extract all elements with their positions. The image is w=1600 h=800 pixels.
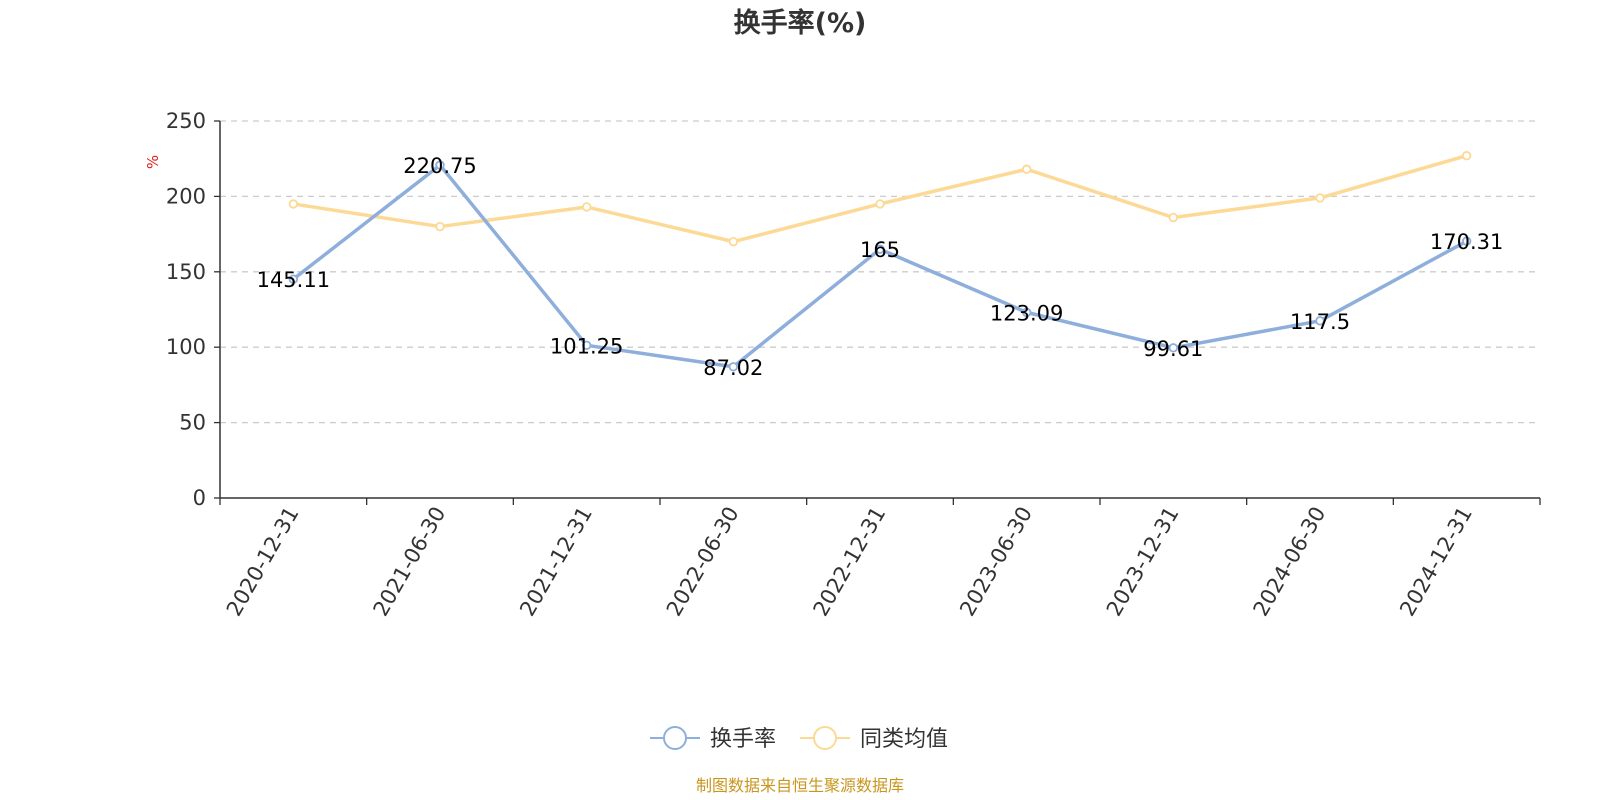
legend-marker	[663, 726, 687, 750]
data-point	[435, 221, 445, 232]
data-point	[1021, 307, 1032, 318]
legend[interactable]: 换手率 同类均值	[650, 726, 948, 752]
data-point	[1461, 236, 1472, 246]
data-point	[728, 362, 739, 372]
x-tick-label: 2024-12-31	[1395, 503, 1477, 621]
x-tick-label: 2022-12-31	[809, 503, 891, 621]
data-label: 165	[860, 238, 900, 262]
data-label: 87.02	[703, 356, 763, 380]
data-point	[581, 340, 592, 351]
chart-title: 换手率(%)	[734, 7, 867, 39]
axes: 0 50 100 150 200 250 2020-12-31 2021-06-30 2021-…	[166, 109, 1541, 621]
data-point	[1021, 164, 1032, 174]
data-label: 220.75	[403, 154, 476, 178]
data-point	[875, 199, 885, 209]
data-point	[1168, 212, 1179, 223]
series-同类均值	[288, 150, 1472, 247]
data-label: 145.11	[257, 268, 330, 292]
x-tick-label: 2023-06-30	[955, 503, 1037, 621]
data-label: 170.31	[1430, 230, 1503, 254]
series-换手率: 145.11 220.75 101.25 87.02 165 123.09 99.61 117…	[257, 154, 1504, 380]
data-point	[1315, 316, 1325, 326]
x-tick-label: 2021-12-31	[515, 503, 597, 621]
data-label: 101.25	[550, 334, 623, 358]
series-group: 145.11 220.75 101.25 87.02 165 123.09 99.61 117…	[257, 150, 1504, 380]
legend-item-换手率[interactable]: 换手率	[650, 726, 776, 752]
x-tick-label: 2022-06-30	[662, 503, 744, 621]
data-point	[1461, 150, 1472, 161]
data-point	[435, 160, 445, 170]
legend-marker	[813, 726, 837, 750]
y-axis-unit-label: %	[144, 155, 162, 169]
y-tick-label: 200	[166, 184, 206, 208]
data-label: 123.09	[990, 301, 1063, 325]
data-point	[875, 244, 885, 254]
legend-label: 换手率	[710, 727, 776, 752]
legend-item-同类均值[interactable]: 同类均值	[800, 726, 948, 752]
legend-label: 同类均值	[860, 727, 948, 752]
y-tick-label: 100	[166, 335, 206, 359]
data-point	[1168, 343, 1179, 353]
data-label: 117.5	[1290, 310, 1350, 334]
x-tick-label: 2021-06-30	[369, 503, 451, 621]
x-tick-label: 2023-12-31	[1102, 503, 1184, 621]
y-tick-label: 0	[193, 486, 206, 510]
y-tick-label: 50	[179, 411, 206, 435]
x-tick-label: 2020-12-31	[222, 503, 304, 621]
x-tick-label: 2024-06-30	[1249, 503, 1331, 621]
data-point	[1315, 193, 1325, 203]
data-point	[288, 199, 299, 209]
data-point	[288, 274, 299, 284]
data-point	[728, 236, 739, 247]
y-tick-label: 150	[166, 260, 206, 284]
series-line	[291, 163, 1469, 369]
source-note: 制图数据来自恒生聚源数据库	[696, 776, 904, 795]
y-tick-label: 250	[166, 109, 206, 133]
data-label: 99.61	[1143, 337, 1203, 361]
data-point	[581, 202, 592, 212]
